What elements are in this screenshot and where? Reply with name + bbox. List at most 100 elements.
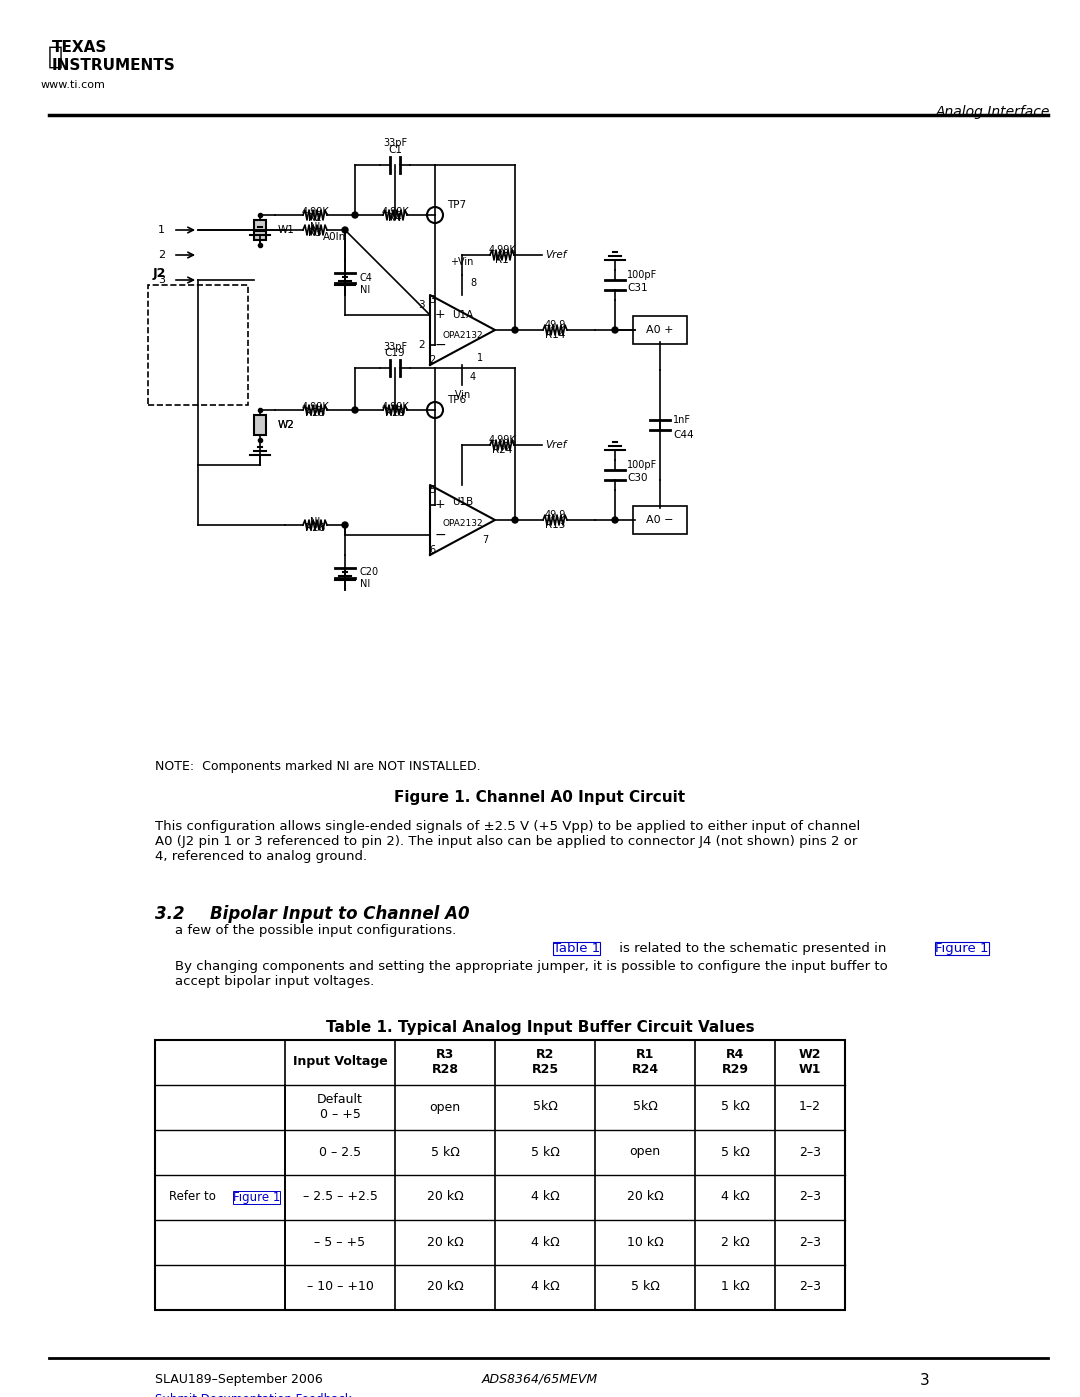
- Text: 2–3: 2–3: [799, 1281, 821, 1294]
- Circle shape: [612, 517, 618, 522]
- Circle shape: [427, 207, 443, 224]
- Text: 2: 2: [418, 339, 426, 351]
- Text: 100pF: 100pF: [627, 460, 658, 469]
- Text: open: open: [430, 1101, 460, 1113]
- Text: R4: R4: [388, 212, 402, 224]
- Text: R29: R29: [384, 408, 405, 418]
- Text: W2: W2: [278, 420, 295, 430]
- Circle shape: [512, 517, 518, 522]
- Text: TEXAS: TEXAS: [52, 41, 107, 54]
- Text: 4.99K: 4.99K: [381, 207, 409, 217]
- Text: 4.99K: 4.99K: [301, 207, 329, 217]
- Text: Figure 1: Figure 1: [935, 942, 988, 956]
- Text: A0 +: A0 +: [646, 326, 674, 335]
- Text: −: −: [434, 528, 446, 542]
- Text: Vref: Vref: [545, 440, 566, 450]
- Circle shape: [342, 226, 348, 233]
- Text: U1A: U1A: [453, 310, 474, 320]
- Text: 8: 8: [470, 278, 476, 288]
- Circle shape: [342, 522, 348, 528]
- Text: R24: R24: [491, 446, 512, 455]
- Text: Default
0 – +5: Default 0 – +5: [318, 1092, 363, 1120]
- Text: is related to the schematic presented in: is related to the schematic presented in: [615, 942, 891, 956]
- Text: NI: NI: [360, 285, 370, 295]
- Text: R1
R24: R1 R24: [632, 1048, 659, 1076]
- Text: TP7: TP7: [447, 200, 467, 210]
- Bar: [254, 219, 266, 240]
- Text: NI: NI: [310, 517, 320, 527]
- Text: U1B: U1B: [453, 497, 474, 507]
- Text: 3: 3: [418, 300, 426, 310]
- Text: 4.99K: 4.99K: [488, 244, 516, 256]
- Text: 2–3: 2–3: [799, 1190, 821, 1203]
- Text: 5 kΩ: 5 kΩ: [530, 1146, 559, 1158]
- Text: 4.99K: 4.99K: [381, 402, 409, 412]
- Text: 4: 4: [470, 372, 476, 381]
- Text: −: −: [434, 338, 446, 352]
- Text: Refer to: Refer to: [170, 1190, 220, 1203]
- Text: ADS8364/65MEVM: ADS8364/65MEVM: [482, 1373, 598, 1386]
- Text: 4 kΩ: 4 kΩ: [530, 1190, 559, 1203]
- Text: 🔻: 🔻: [48, 45, 63, 68]
- Text: Figure 1. Channel A0 Input Circuit: Figure 1. Channel A0 Input Circuit: [394, 789, 686, 805]
- Text: 5 kΩ: 5 kΩ: [720, 1101, 750, 1113]
- Circle shape: [612, 327, 618, 332]
- Text: 3: 3: [920, 1373, 930, 1389]
- Text: 1 kΩ: 1 kΩ: [720, 1281, 750, 1294]
- Text: 1: 1: [477, 353, 483, 363]
- Text: R3
R28: R3 R28: [432, 1048, 459, 1076]
- Text: OPA2132: OPA2132: [443, 331, 484, 339]
- Text: Table 1. Typical Analog Input Buffer Circuit Values: Table 1. Typical Analog Input Buffer Cir…: [326, 1020, 754, 1035]
- Text: TP6: TP6: [447, 395, 467, 405]
- Text: 49.9: 49.9: [544, 320, 566, 330]
- Text: Bipolar Input to Channel A0: Bipolar Input to Channel A0: [210, 905, 470, 923]
- Text: INSTRUMENTS: INSTRUMENTS: [52, 59, 176, 73]
- Bar: [148, 285, 248, 405]
- Text: C30: C30: [627, 474, 648, 483]
- Text: 5 kΩ: 5 kΩ: [720, 1146, 750, 1158]
- Text: www.ti.com: www.ti.com: [41, 80, 106, 89]
- Text: A0In: A0In: [323, 232, 347, 242]
- Text: A0 −: A0 −: [646, 515, 674, 525]
- Text: R13: R13: [544, 520, 565, 529]
- Bar: [156, 1039, 845, 1310]
- Text: 3: 3: [158, 275, 165, 285]
- Text: 4.99K: 4.99K: [301, 402, 329, 412]
- FancyBboxPatch shape: [633, 316, 687, 344]
- Text: NOTE:  Components marked NI are NOT INSTALLED.: NOTE: Components marked NI are NOT INSTA…: [156, 760, 481, 773]
- Text: NI: NI: [360, 578, 370, 590]
- Text: 4 kΩ: 4 kΩ: [530, 1235, 559, 1249]
- Text: 49.9: 49.9: [544, 510, 566, 520]
- Text: C4: C4: [360, 272, 373, 284]
- FancyBboxPatch shape: [633, 506, 687, 534]
- Text: 5kΩ: 5kΩ: [633, 1101, 658, 1113]
- Text: NI: NI: [310, 222, 320, 232]
- Text: R4
R29: R4 R29: [721, 1048, 748, 1076]
- Bar: [254, 415, 266, 434]
- Text: 5 kΩ: 5 kΩ: [631, 1281, 660, 1294]
- Text: +: +: [434, 499, 445, 511]
- Text: C20: C20: [360, 567, 379, 577]
- Text: Analog Interface: Analog Interface: [935, 105, 1050, 119]
- Text: 1: 1: [158, 225, 165, 235]
- Text: 2–3: 2–3: [799, 1146, 821, 1158]
- Text: 33pF: 33pF: [383, 138, 407, 148]
- Text: 5: 5: [429, 485, 435, 495]
- Text: C1: C1: [388, 145, 402, 155]
- Text: a few of the possible input configurations.: a few of the possible input configuratio…: [175, 923, 456, 937]
- Text: – 2.5 – +2.5: – 2.5 – +2.5: [302, 1190, 377, 1203]
- Text: 6: 6: [429, 545, 435, 555]
- Text: C44: C44: [673, 430, 693, 440]
- Text: W2
W1: W2 W1: [799, 1048, 821, 1076]
- Text: W1: W1: [278, 225, 295, 235]
- Text: By changing components and setting the appropriate jumper, it is possible to con: By changing components and setting the a…: [175, 960, 888, 988]
- Text: – 10 – +10: – 10 – +10: [307, 1281, 374, 1294]
- Text: C19: C19: [384, 348, 405, 358]
- Text: 33pF: 33pF: [383, 342, 407, 352]
- Text: 1nF: 1nF: [673, 415, 691, 425]
- Text: 3.2: 3.2: [156, 905, 185, 923]
- Text: 2 kΩ: 2 kΩ: [720, 1235, 750, 1249]
- Text: 0 – 2.5: 0 – 2.5: [319, 1146, 361, 1158]
- Text: Vref: Vref: [545, 250, 566, 260]
- Text: C31: C31: [627, 284, 648, 293]
